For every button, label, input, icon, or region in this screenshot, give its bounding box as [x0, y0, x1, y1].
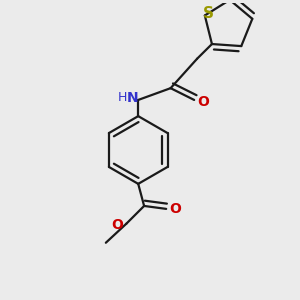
Text: O: O — [198, 95, 209, 109]
Text: N: N — [127, 91, 138, 105]
Text: O: O — [111, 218, 123, 232]
Text: O: O — [170, 202, 182, 216]
Text: H: H — [117, 91, 127, 104]
Text: S: S — [203, 6, 214, 21]
